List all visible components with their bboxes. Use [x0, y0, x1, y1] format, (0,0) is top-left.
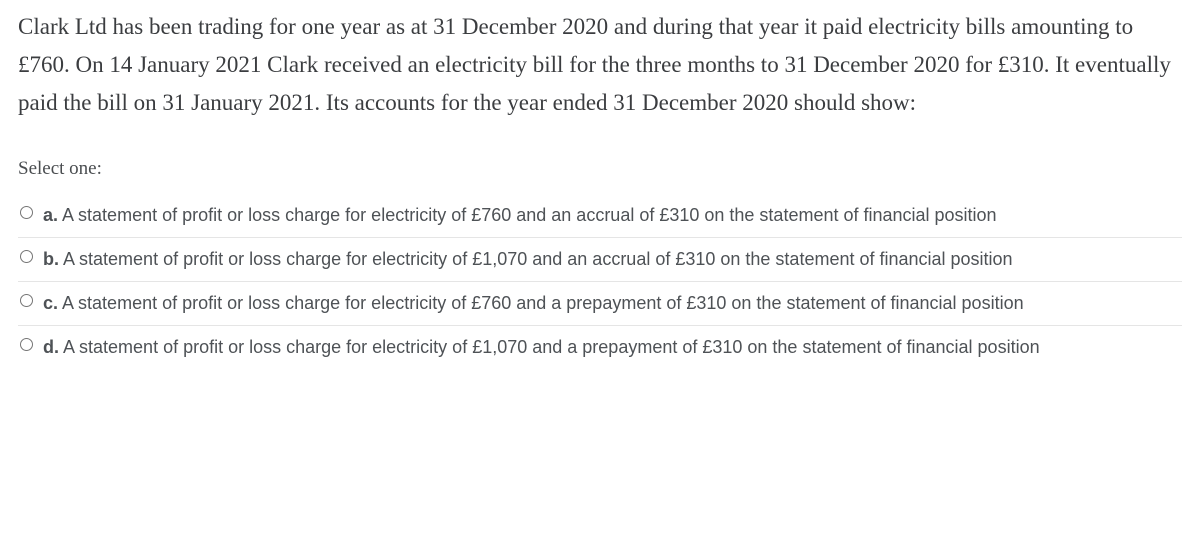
- option-d[interactable]: d. A statement of profit or loss charge …: [18, 326, 1182, 369]
- options-list: a. A statement of profit or loss charge …: [18, 194, 1182, 369]
- option-b-text: A statement of profit or loss charge for…: [63, 249, 1013, 269]
- option-c-label: c. A statement of profit or loss charge …: [43, 290, 1024, 317]
- option-d-radio[interactable]: [20, 338, 33, 351]
- option-b-label: b. A statement of profit or loss charge …: [43, 246, 1013, 273]
- option-a-text: A statement of profit or loss charge for…: [62, 205, 997, 225]
- option-b[interactable]: b. A statement of profit or loss charge …: [18, 238, 1182, 282]
- option-a[interactable]: a. A statement of profit or loss charge …: [18, 194, 1182, 238]
- option-a-radio[interactable]: [20, 206, 33, 219]
- question-container: Clark Ltd has been trading for one year …: [0, 0, 1200, 389]
- option-c[interactable]: c. A statement of profit or loss charge …: [18, 282, 1182, 326]
- option-c-text: A statement of profit or loss charge for…: [62, 293, 1024, 313]
- option-d-label: d. A statement of profit or loss charge …: [43, 334, 1040, 361]
- option-a-letter: a.: [43, 205, 58, 225]
- option-a-label: a. A statement of profit or loss charge …: [43, 202, 997, 229]
- option-c-radio[interactable]: [20, 294, 33, 307]
- option-c-letter: c.: [43, 293, 58, 313]
- option-b-radio[interactable]: [20, 250, 33, 263]
- option-b-letter: b.: [43, 249, 59, 269]
- question-stem: Clark Ltd has been trading for one year …: [18, 8, 1182, 122]
- option-d-letter: d.: [43, 337, 59, 357]
- option-d-text: A statement of profit or loss charge for…: [63, 337, 1040, 357]
- select-one-label: Select one:: [18, 158, 1182, 180]
